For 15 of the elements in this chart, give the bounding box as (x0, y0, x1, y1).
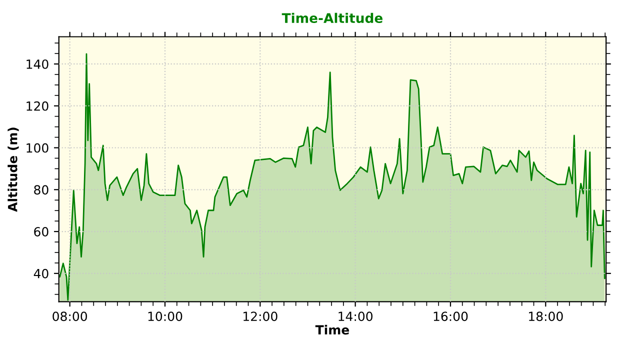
y-tick-label: 60 (34, 227, 48, 236)
x-tick-label: 14:00 (338, 312, 372, 322)
x-axis-title: Time (315, 324, 350, 335)
y-tick-label: 120 (26, 101, 48, 111)
y-tick-label: 100 (26, 143, 48, 153)
x-tick-label: 18:00 (529, 312, 563, 322)
x-tick-label: 12:00 (244, 312, 278, 322)
x-tick-label: 16:00 (434, 312, 468, 322)
chart-title: Time-Altitude (282, 12, 383, 24)
y-axis-title: Altitude (m) (8, 128, 19, 212)
y-tick-label: 140 (26, 59, 48, 69)
x-tick-label: 08:00 (52, 312, 88, 322)
y-tick-label: 80 (34, 185, 48, 195)
y-tick-label: 40 (34, 268, 48, 278)
x-tick-label: 10:00 (148, 312, 182, 322)
